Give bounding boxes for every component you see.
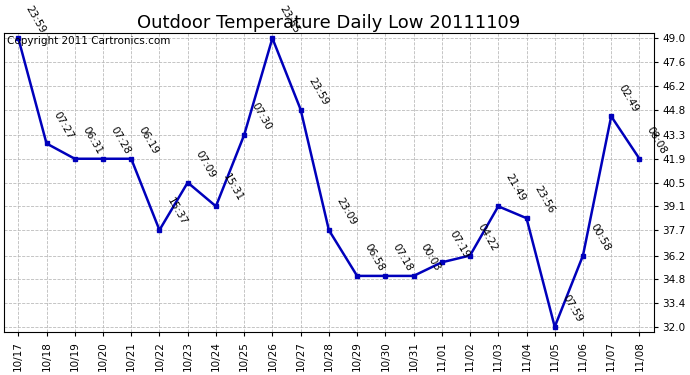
Text: 07:30: 07:30 [250,101,273,132]
Text: 00:03: 00:03 [419,242,443,273]
Text: 08:08: 08:08 [645,125,669,156]
Text: 23:56: 23:56 [532,184,555,215]
Text: 07:27: 07:27 [52,110,76,141]
Text: 06:58: 06:58 [363,242,386,273]
Text: 04:22: 04:22 [475,222,500,253]
Text: 07:09: 07:09 [193,149,217,180]
Text: 02:49: 02:49 [617,82,640,114]
Text: 06:31: 06:31 [80,125,104,156]
Text: 07:59: 07:59 [560,293,584,324]
Text: 21:49: 21:49 [504,172,528,204]
Text: Copyright 2011 Cartronics.com: Copyright 2011 Cartronics.com [8,36,171,46]
Title: Outdoor Temperature Daily Low 20111109: Outdoor Temperature Daily Low 20111109 [137,13,520,32]
Text: 15:31: 15:31 [221,172,245,204]
Text: 06:19: 06:19 [137,125,161,156]
Text: 00:58: 00:58 [589,222,612,253]
Text: 07:18: 07:18 [391,242,415,273]
Text: 23:55: 23:55 [278,4,302,35]
Text: 23:59: 23:59 [24,4,48,35]
Text: 07:28: 07:28 [108,125,132,156]
Text: 15:37: 15:37 [165,196,189,227]
Text: 23:59: 23:59 [306,76,330,107]
Text: 07:19: 07:19 [447,228,471,260]
Text: 23:09: 23:09 [335,196,358,227]
